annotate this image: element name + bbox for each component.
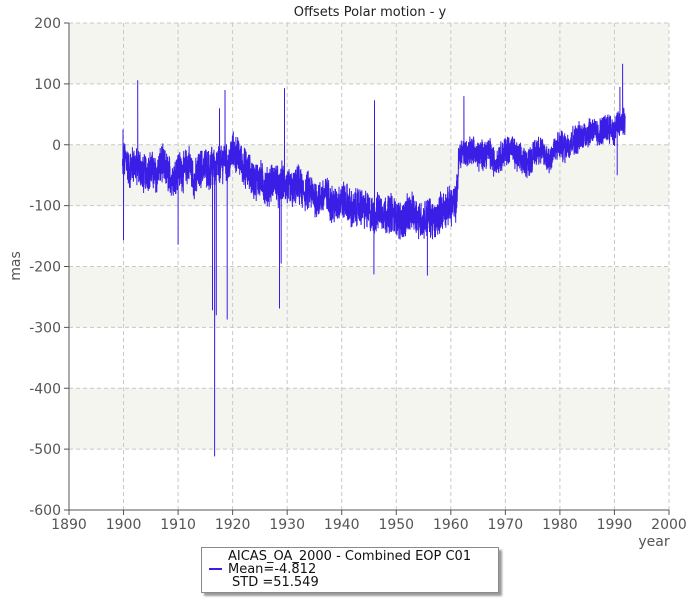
y-tick-labels: -600 -500 -400 -300 -200 -100 0 100 200 xyxy=(29,16,61,519)
x-tick-label: 1970 xyxy=(488,517,524,533)
y-tick-label: 100 xyxy=(34,77,61,93)
x-tick-label: 1930 xyxy=(269,517,305,533)
band xyxy=(69,388,669,450)
x-tick-label: 1990 xyxy=(597,517,633,533)
series-line-offsets-y xyxy=(122,63,626,457)
band xyxy=(69,266,669,328)
y-tick-label: -100 xyxy=(29,199,61,215)
y-tick-label: 200 xyxy=(34,16,61,32)
y-tick-label: -200 xyxy=(29,260,61,276)
x-tick-label: 1910 xyxy=(160,517,196,533)
legend-series-label: AICAS_OA_2000 - Combined EOP C01 xyxy=(228,549,472,564)
chart-title: Offsets Polar motion - y xyxy=(294,5,447,20)
x-tick-label: 1900 xyxy=(106,517,142,533)
y-tick-label: -600 xyxy=(29,503,61,519)
x-tick-label: 1960 xyxy=(433,517,469,533)
legend-entry-text: AICAS_OA_2000 - Combined EOP C01 Mean=-4… xyxy=(228,550,471,589)
y-tick-label: -300 xyxy=(29,320,61,336)
legend: AICAS_OA_2000 - Combined EOP C01 Mean=-4… xyxy=(201,547,499,593)
y-tick-label: -500 xyxy=(29,442,61,458)
x-tick-labels: 1890 1900 1910 1920 1930 1940 1950 1960 1970 1980… xyxy=(51,517,687,533)
legend-mean: Mean=-4.812 xyxy=(228,562,317,577)
x-tick-label: 1950 xyxy=(378,517,414,533)
axes xyxy=(64,22,670,515)
y-axis-title: mas xyxy=(8,251,24,281)
y-tick-label: 0 xyxy=(52,138,61,154)
band xyxy=(69,23,669,84)
x-tick-label: 1940 xyxy=(324,517,360,533)
legend-swatch xyxy=(209,568,222,570)
y-tick-label: -400 xyxy=(29,381,61,397)
x-axis-title: year xyxy=(638,534,669,550)
x-tick-label: 1920 xyxy=(215,517,251,533)
plot-background-bands xyxy=(69,23,669,510)
x-tick-label: 2000 xyxy=(651,517,687,533)
x-tick-label: 1980 xyxy=(542,517,578,533)
legend-std: STD =51.549 xyxy=(232,575,319,590)
x-tick-label: 1890 xyxy=(51,517,87,533)
